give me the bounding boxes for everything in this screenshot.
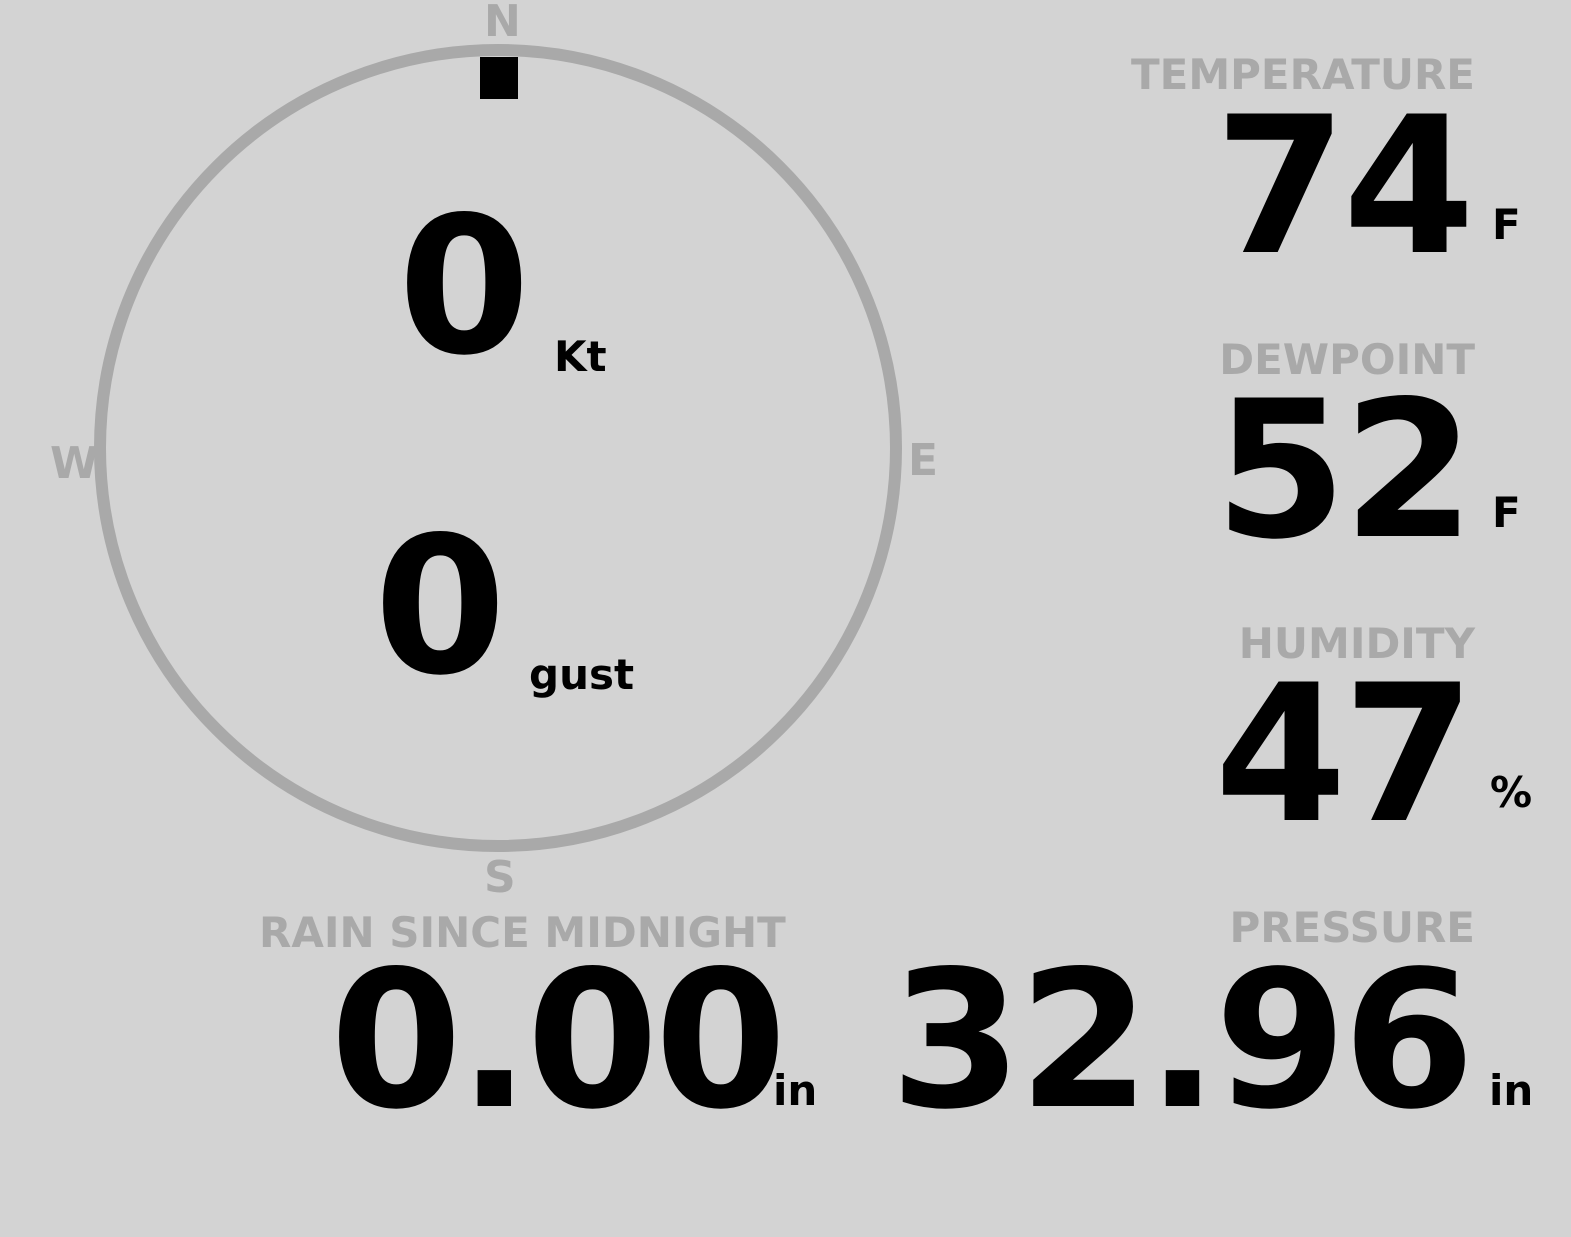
compass-ring [94,44,902,852]
humidity-label: HUMIDITY [1238,619,1475,668]
pressure-unit: in [1489,1066,1534,1115]
temperature-unit: F [1492,200,1521,249]
rain-label: RAIN SINCE MIDNIGHT [259,908,786,957]
compass-dial [94,44,902,852]
humidity-value: 47 [1214,644,1475,865]
compass-east-label: E [908,435,939,486]
wind-direction-indicator [480,57,518,99]
wind-gust-unit: gust [529,650,635,699]
rain-unit: in [773,1066,818,1115]
compass-north-label: N [484,0,521,47]
wind-gust-value: 0 [374,496,506,717]
dewpoint-label: DEWPOINT [1219,335,1475,384]
dewpoint-unit: F [1492,488,1521,537]
pressure-label: PRESSURE [1229,903,1475,952]
pressure-value: 32.96 [890,930,1475,1151]
wind-speed-unit: Kt [554,332,607,381]
temperature-value: 74 [1214,76,1475,297]
wind-speed-value: 0 [398,176,530,397]
compass-west-label: W [50,438,99,489]
rain-value: 0.00 [330,930,787,1151]
dewpoint-value: 52 [1214,360,1475,581]
compass-south-label: S [484,852,516,903]
temperature-label: TEMPERATURE [1131,50,1475,99]
humidity-unit: % [1490,768,1533,817]
